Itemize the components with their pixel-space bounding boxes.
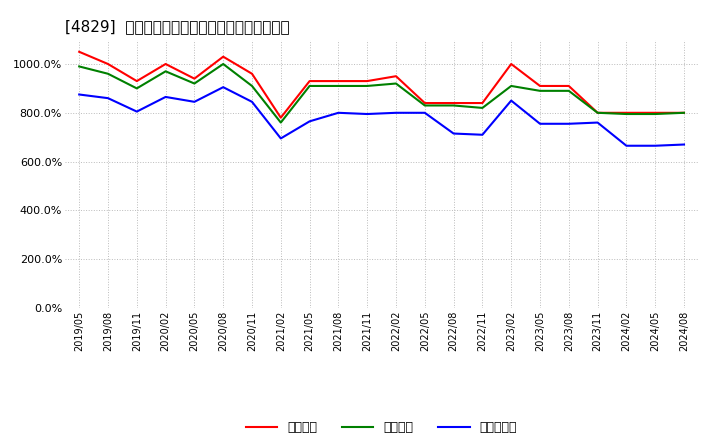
現預金比率 bbox=[564, 121, 573, 126]
流動比率 bbox=[305, 78, 314, 84]
現預金比率 bbox=[651, 143, 660, 148]
当座比率 bbox=[507, 83, 516, 88]
当座比率 bbox=[564, 88, 573, 93]
当座比率 bbox=[363, 83, 372, 88]
Legend: 流動比率, 当座比率, 現預金比率: 流動比率, 当座比率, 現預金比率 bbox=[241, 416, 522, 439]
流動比率 bbox=[75, 49, 84, 55]
流動比率 bbox=[132, 78, 141, 84]
現預金比率 bbox=[219, 84, 228, 90]
流動比率 bbox=[392, 73, 400, 79]
流動比率 bbox=[651, 110, 660, 115]
現預金比率 bbox=[420, 110, 429, 115]
現預金比率 bbox=[478, 132, 487, 137]
現預金比率 bbox=[161, 94, 170, 99]
流動比率 bbox=[334, 78, 343, 84]
当座比率 bbox=[219, 61, 228, 66]
現預金比率 bbox=[593, 120, 602, 125]
当座比率 bbox=[449, 103, 458, 108]
現預金比率 bbox=[276, 136, 285, 141]
当座比率 bbox=[651, 111, 660, 117]
現預金比率 bbox=[392, 110, 400, 115]
流動比率 bbox=[248, 71, 256, 77]
現預金比率 bbox=[132, 109, 141, 114]
流動比率 bbox=[190, 76, 199, 81]
現預金比率 bbox=[536, 121, 544, 126]
当座比率 bbox=[248, 83, 256, 88]
流動比率 bbox=[622, 110, 631, 115]
当座比率 bbox=[305, 83, 314, 88]
現預金比率 bbox=[334, 110, 343, 115]
流動比率 bbox=[420, 100, 429, 106]
Text: [4829]  流動比率、当座比率、現預金比率の推移: [4829] 流動比率、当座比率、現預金比率の推移 bbox=[65, 19, 289, 34]
当座比率 bbox=[132, 86, 141, 91]
現預金比率 bbox=[75, 92, 84, 97]
当座比率 bbox=[593, 110, 602, 115]
流動比率 bbox=[564, 83, 573, 88]
現預金比率 bbox=[622, 143, 631, 148]
当座比率 bbox=[622, 111, 631, 117]
当座比率 bbox=[478, 105, 487, 110]
流動比率 bbox=[536, 83, 544, 88]
現預金比率 bbox=[449, 131, 458, 136]
流動比率 bbox=[478, 100, 487, 106]
現預金比率 bbox=[248, 99, 256, 104]
当座比率 bbox=[161, 69, 170, 74]
当座比率 bbox=[392, 81, 400, 86]
Line: 当座比率: 当座比率 bbox=[79, 64, 684, 123]
流動比率 bbox=[161, 61, 170, 66]
現預金比率 bbox=[363, 111, 372, 117]
流動比率 bbox=[276, 115, 285, 120]
当座比率 bbox=[276, 120, 285, 125]
Line: 流動比率: 流動比率 bbox=[79, 52, 684, 117]
流動比率 bbox=[680, 110, 688, 115]
Line: 現預金比率: 現預金比率 bbox=[79, 87, 684, 146]
流動比率 bbox=[449, 100, 458, 106]
現預金比率 bbox=[190, 99, 199, 104]
流動比率 bbox=[219, 54, 228, 59]
当座比率 bbox=[75, 64, 84, 69]
当座比率 bbox=[680, 110, 688, 115]
当座比率 bbox=[420, 103, 429, 108]
当座比率 bbox=[104, 71, 112, 77]
流動比率 bbox=[363, 78, 372, 84]
現預金比率 bbox=[104, 95, 112, 101]
当座比率 bbox=[334, 83, 343, 88]
当座比率 bbox=[190, 81, 199, 86]
流動比率 bbox=[593, 110, 602, 115]
流動比率 bbox=[507, 61, 516, 66]
現預金比率 bbox=[507, 98, 516, 103]
流動比率 bbox=[104, 61, 112, 66]
当座比率 bbox=[536, 88, 544, 93]
現預金比率 bbox=[305, 119, 314, 124]
現預金比率 bbox=[680, 142, 688, 147]
